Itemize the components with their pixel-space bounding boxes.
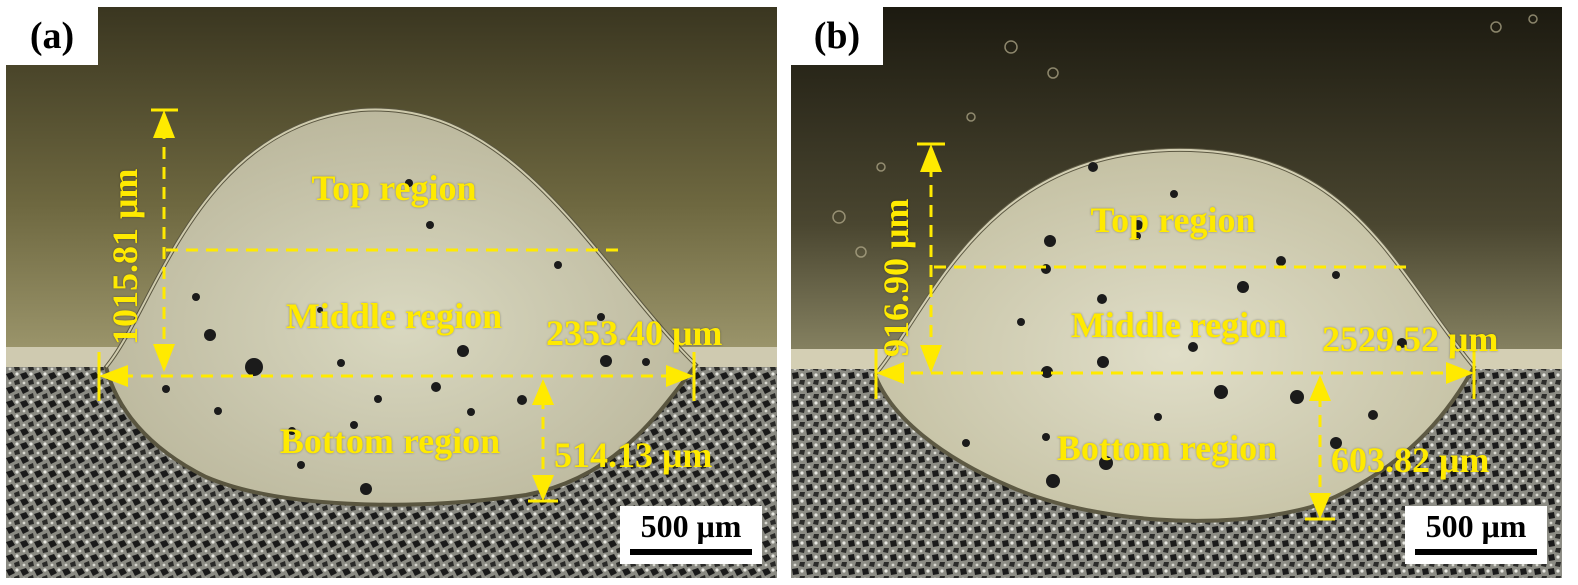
depth-measurement: 603.82 μm — [1331, 440, 1490, 480]
top-region-label: Top region — [311, 168, 477, 208]
middle-region-label: Middle region — [285, 296, 503, 336]
scale-bar-line — [630, 549, 752, 555]
width-measurement: 2529.52 μm — [1322, 319, 1499, 359]
bottom-region-label: Bottom region — [1056, 428, 1278, 468]
top-region-label: Top region — [1090, 200, 1256, 240]
weld-cross-section-image-a — [6, 7, 777, 578]
scale-bar-label: 500 μm — [1425, 508, 1527, 544]
panel-label: (a) — [6, 7, 98, 65]
scale-bar-line — [1415, 549, 1537, 555]
scale-bar: 500 μm — [1405, 506, 1547, 564]
height-measurement: 916.90 μm — [876, 198, 916, 357]
height-measurement: 1015.81 μm — [105, 168, 145, 345]
bottom-region-label: Bottom region — [279, 421, 501, 461]
scale-bar: 500 μm — [620, 506, 762, 564]
micrograph-panel-b: (b) Top region Middle region Bottom regi… — [791, 7, 1562, 578]
weld-cross-section-image-b — [791, 7, 1562, 578]
panel-label: (b) — [791, 7, 883, 65]
width-measurement: 2353.40 μm — [546, 313, 723, 353]
scale-bar-label: 500 μm — [640, 508, 742, 544]
micrograph-panel-a: (a) Top region Middle region Bottom regi… — [6, 7, 777, 578]
depth-measurement: 514.13 μm — [554, 435, 713, 475]
middle-region-label: Middle region — [1070, 305, 1288, 345]
